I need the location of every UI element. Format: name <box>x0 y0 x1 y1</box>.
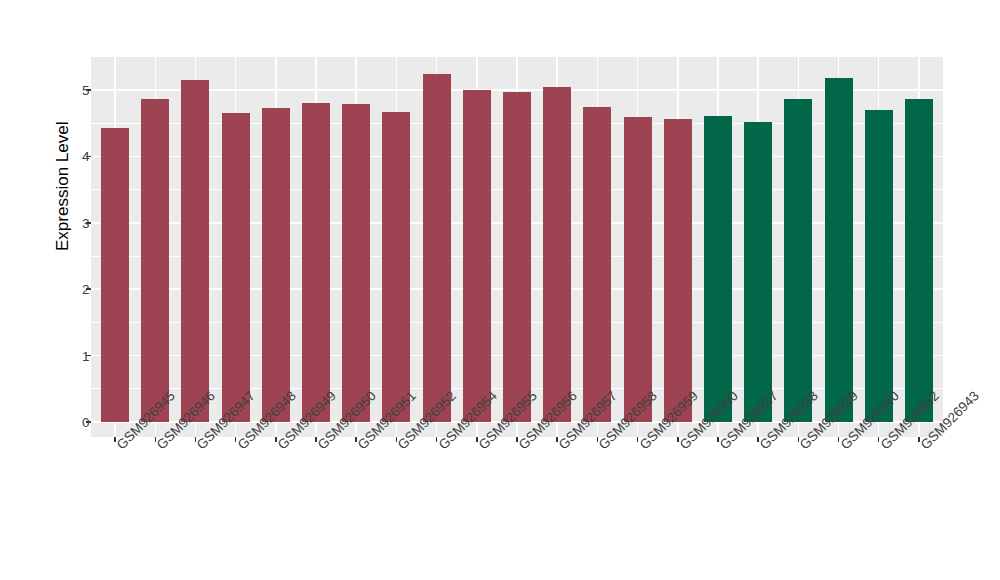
x-tick-label-text: GSM926940 <box>837 442 848 453</box>
x-tick-label-text: GSM926949 <box>275 442 286 453</box>
bar-GSM926945 <box>101 128 129 422</box>
bar-GSM926942 <box>865 110 893 422</box>
bar-GSM926940 <box>825 78 853 422</box>
bar-GSM926939 <box>784 99 812 422</box>
bar-GSM926948 <box>222 113 250 422</box>
bar-GSM926946 <box>141 99 169 422</box>
x-tick-label-text: GSM926955 <box>475 442 486 453</box>
x-tick-label-text: GSM926952 <box>395 442 406 453</box>
x-tick-label-text: GSM926954 <box>435 442 446 453</box>
x-tick-label-text: GSM926950 <box>315 442 326 453</box>
bar-GSM926951 <box>342 104 370 422</box>
bar-GSM926960 <box>664 119 692 422</box>
bar-GSM926954 <box>423 74 451 422</box>
bar-GSM926958 <box>583 107 611 422</box>
x-tick-label-text: GSM926945 <box>114 442 125 453</box>
x-tick-label-text: GSM926942 <box>877 442 888 453</box>
bar-GSM926952 <box>382 112 410 422</box>
bar-GSM926955 <box>463 90 491 422</box>
chart-panel <box>91 56 943 437</box>
x-tick-label-text: GSM926959 <box>636 442 647 453</box>
x-tick-label-text: GSM926939 <box>797 442 808 453</box>
bar-GSM926938 <box>744 122 772 422</box>
x-tick-label-text: GSM926947 <box>194 442 205 453</box>
x-tick-label-text: GSM926937 <box>717 442 728 453</box>
bar-GSM926947 <box>181 80 209 422</box>
bar-GSM926956 <box>503 92 531 422</box>
x-tick-label-text: GSM926948 <box>234 442 245 453</box>
x-tick-label-text: GSM926960 <box>676 442 687 453</box>
x-tick-label-text: GSM926946 <box>154 442 165 453</box>
bar-GSM926937 <box>704 116 732 422</box>
bar-GSM926949 <box>262 108 290 422</box>
x-tick-label-text: GSM926957 <box>556 442 567 453</box>
x-tick-label-text: GSM926956 <box>516 442 527 453</box>
bar-GSM926957 <box>543 87 571 422</box>
bar-GSM926959 <box>624 117 652 422</box>
x-tick-label-text: GSM926938 <box>757 442 768 453</box>
bar-GSM926943 <box>905 99 933 422</box>
bar-GSM926950 <box>302 103 330 422</box>
x-tick-label-text: GSM926951 <box>355 442 366 453</box>
bar-chart-figure: 012345GSM926945GSM926946GSM926947GSM9269… <box>0 0 1000 580</box>
x-tick-label-text: GSM926943 <box>918 442 929 453</box>
x-tick-label-text: GSM926958 <box>596 442 607 453</box>
